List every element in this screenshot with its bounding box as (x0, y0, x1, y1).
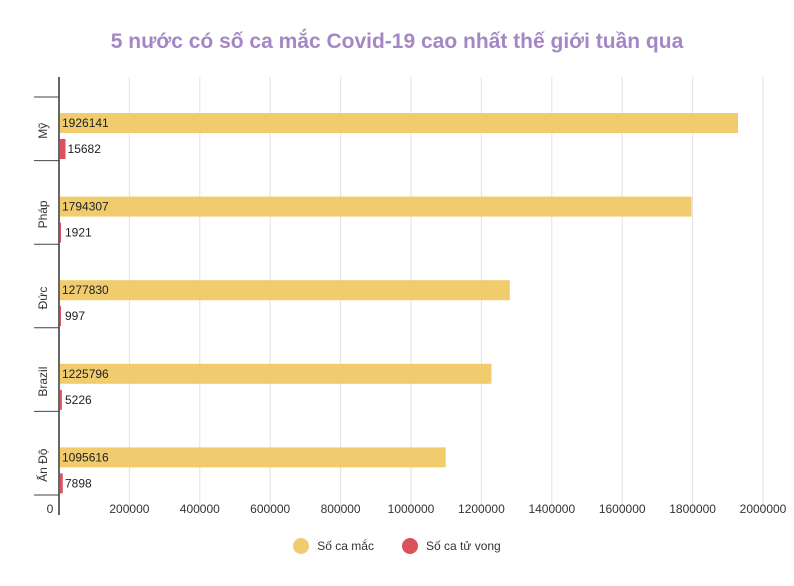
y-category-label: Brazil (36, 367, 50, 397)
bar-cases (60, 363, 492, 384)
y-category-label: Pháp (36, 200, 50, 228)
data-label-deaths: 5226 (65, 393, 92, 407)
x-tick-label: 600000 (250, 502, 290, 516)
x-tick-label: 1600000 (599, 502, 646, 516)
y-category-label: Mỹ (36, 123, 50, 139)
bar-cases (60, 280, 510, 301)
x-tick-label: 0 (47, 502, 54, 516)
bar-deaths (60, 389, 62, 410)
data-label-cases: 1225796 (62, 367, 109, 381)
data-label-deaths: 15682 (68, 142, 102, 156)
x-tick-label: 2000000 (740, 502, 787, 516)
y-category-label: Đức (36, 287, 50, 310)
data-label-cases: 1926141 (62, 116, 109, 130)
data-label-deaths: 1921 (65, 226, 92, 240)
chart-title: 5 nước có số ca mắc Covid-19 cao nhất th… (110, 30, 684, 53)
x-tick-label: 1800000 (669, 502, 716, 516)
x-tick-label: 200000 (109, 502, 149, 516)
data-label-cases: 1095616 (62, 450, 109, 464)
bar-deaths (60, 222, 61, 243)
legend-label-deaths: Số ca tử vong (425, 539, 501, 553)
data-label-cases: 1277830 (62, 283, 109, 297)
legend-swatch-deaths (401, 538, 418, 554)
x-tick-label: 1400000 (528, 502, 575, 516)
chart-legend: Số ca mắc Số ca tử vong (0, 538, 794, 554)
bar-deaths (60, 473, 63, 494)
legend-label-cases: Số ca mắc (317, 539, 374, 553)
legend-item-deaths[interactable]: Số ca tử vong (401, 538, 501, 554)
data-label-cases: 1794307 (62, 200, 109, 214)
x-tick-label: 1200000 (458, 502, 505, 516)
y-category-label: Ấn Độ (35, 448, 50, 482)
bar-cases (60, 196, 692, 217)
legend-swatch-cases (293, 538, 310, 554)
data-label-deaths: 997 (65, 309, 85, 323)
bar-cases (60, 447, 446, 468)
x-tick-label: 800000 (321, 502, 361, 516)
bar-deaths (60, 306, 61, 327)
legend-item-cases[interactable]: Số ca mắc (293, 538, 374, 554)
x-tick-label: 400000 (180, 502, 220, 516)
x-tick-label: 1000000 (388, 502, 435, 516)
bar-deaths (60, 139, 66, 159)
bar-cases (60, 113, 739, 133)
data-label-deaths: 7898 (65, 476, 92, 490)
